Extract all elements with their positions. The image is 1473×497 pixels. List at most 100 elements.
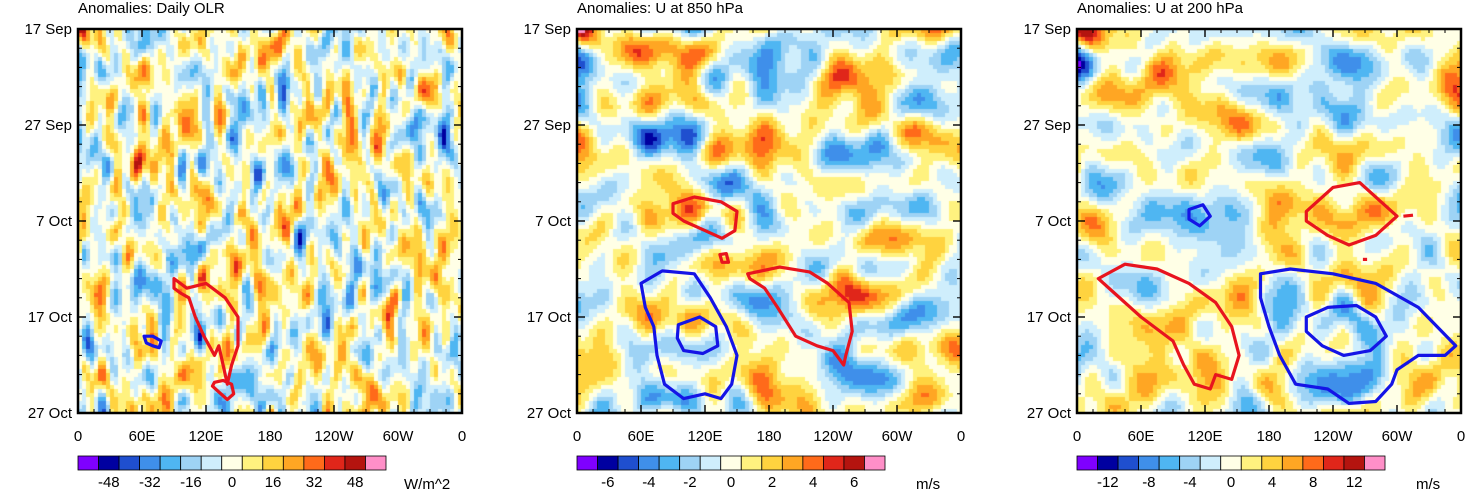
x-tick-label: 60W	[882, 428, 914, 445]
x-tick-label: 0	[1457, 428, 1465, 445]
colorbar-label: -4	[1183, 474, 1196, 491]
colorbar-box	[1138, 455, 1160, 471]
colorbar-box	[1158, 455, 1181, 471]
panel-olr: Anomalies: Daily OLR 0 60E 120E 180 120W 60W 0…	[0, 0, 480, 497]
colorbar-label: -48	[98, 474, 120, 491]
colorbar-label: 8	[1309, 474, 1317, 491]
y-tick-label: 17 Oct	[527, 309, 572, 326]
blue-contour	[675, 315, 720, 356]
x-tick-label: 0	[573, 428, 581, 445]
y-tick-label: 7 Oct	[535, 213, 572, 230]
colorbar-box	[221, 455, 243, 471]
colorbar-label: -4	[642, 474, 655, 491]
anomaly-field	[577, 29, 961, 413]
colorbar-box	[98, 455, 120, 471]
x-tick-label: 60E	[129, 428, 156, 445]
x-tick-label: 120E	[687, 428, 722, 445]
y-tick-label: 27 Oct	[527, 405, 572, 422]
x-tick-label: 0	[1073, 428, 1081, 445]
x-tick-label: 120W	[314, 428, 354, 445]
red-contour	[172, 277, 240, 386]
colorbar-label: 0	[1227, 474, 1235, 491]
x-tick-label: 0	[957, 428, 965, 445]
colorbar-label: 6	[850, 474, 858, 491]
colorbar-box	[200, 455, 223, 471]
panel-title: Anomalies: U at 850 hPa	[577, 0, 743, 17]
colorbar-label: 32	[306, 474, 323, 491]
anomaly-field	[78, 29, 462, 413]
axes-layer: 0 60E 120E 180 120W 60W 0 17 Sep 27 Sep 7 Oct 17 O…	[1023, 21, 1465, 491]
y-tick-label: 17 Sep	[523, 21, 571, 38]
x-tick-label: 120E	[188, 428, 223, 445]
y-tick-label: 7 Oct	[36, 213, 73, 230]
colorbar-box	[720, 455, 742, 471]
colorbar-box	[864, 455, 886, 471]
blue-contour	[1258, 267, 1458, 405]
colorbar-box	[1097, 455, 1119, 471]
colorbar-box	[77, 455, 99, 471]
y-tick-label: 17 Sep	[24, 21, 72, 38]
colorbar-box	[617, 455, 639, 471]
colorbar-box	[241, 455, 264, 471]
red-contour	[1304, 181, 1399, 247]
colorbar-label: -2	[683, 474, 696, 491]
colorbar-box	[1220, 455, 1242, 471]
panel-title: Anomalies: U at 200 hPa	[1077, 0, 1243, 17]
colorbar-box	[365, 455, 387, 471]
plot-frame	[575, 27, 963, 415]
red-contour	[671, 195, 739, 240]
colorbar-label: 0	[727, 474, 735, 491]
colorbar-box	[658, 455, 681, 471]
plot-frame	[76, 27, 464, 415]
colorbar-box	[1076, 455, 1098, 471]
x-tick-label: 0	[458, 428, 466, 445]
colorbar-label: -32	[139, 474, 161, 491]
colorbar-box	[638, 455, 660, 471]
colorbar-box	[262, 455, 284, 471]
axes-layer: 0 60E 120E 180 120W 60W 0 17 Sep 27 Sep 7 Oct 17 O…	[24, 21, 466, 491]
x-tick-label: 120W	[813, 428, 853, 445]
colorbar-box	[303, 455, 325, 471]
colorbar-box	[1240, 455, 1263, 471]
anomaly-field	[1077, 29, 1461, 413]
axes-layer: 0 60E 120E 180 120W 60W 0 17 Sep 27 Sep 7 Oct 17 O…	[523, 21, 965, 491]
colorbar-box	[699, 455, 722, 471]
colorbar-label: 48	[347, 474, 364, 491]
red-contour	[210, 378, 236, 402]
red-contour	[1403, 213, 1414, 218]
x-tick-label: 180	[756, 428, 781, 445]
y-tick-label: 27 Sep	[1023, 117, 1071, 134]
colorbar-box	[139, 455, 161, 471]
panel-u850: Anomalies: U at 850 hPa 0 60E 120E 180 120W 6…	[499, 0, 979, 497]
blue-contour	[639, 269, 739, 401]
x-tick-label: 60W	[383, 428, 415, 445]
y-tick-label: 27 Sep	[523, 117, 571, 134]
blue-contour	[1304, 303, 1388, 357]
blue-contour	[1187, 203, 1212, 228]
colorbar-label: 0	[228, 474, 236, 491]
y-tick-label: 17 Oct	[1027, 309, 1072, 326]
colorbar-box	[1179, 455, 1201, 471]
hovmoller-plot-area	[78, 29, 462, 413]
colorbar-box	[1261, 455, 1283, 471]
colorbar-label: 12	[1346, 474, 1363, 491]
colorbar-box	[344, 455, 366, 471]
colorbar-box	[1281, 455, 1304, 471]
hovmoller-plot-area	[577, 29, 961, 413]
colorbar-box	[802, 455, 824, 471]
colorbar-box	[597, 455, 619, 471]
colorbar-box	[1364, 455, 1386, 471]
colorbar-box	[740, 455, 763, 471]
colorbar-label: -12	[1097, 474, 1119, 491]
colorbar-unit: W/m^2	[404, 476, 451, 493]
blue-contour	[142, 334, 163, 350]
x-tick-label: 60E	[628, 428, 655, 445]
plot-frame	[1075, 27, 1463, 415]
colorbar-box	[781, 455, 804, 471]
colorbar-box	[118, 455, 140, 471]
x-tick-label: 120E	[1187, 428, 1222, 445]
colorbar-box	[576, 455, 598, 471]
colorbar-box	[1199, 455, 1222, 471]
colorbar-box	[323, 455, 346, 471]
